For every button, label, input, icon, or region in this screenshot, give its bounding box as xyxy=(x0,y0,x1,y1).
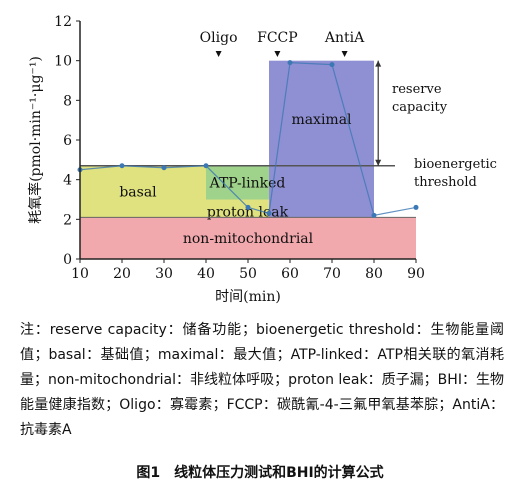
trace-point xyxy=(413,204,419,210)
region-atp-linked xyxy=(206,165,269,200)
region-label-maximal: maximal xyxy=(291,112,352,128)
x-tick-label: 70 xyxy=(323,266,341,282)
figure-caption: 图1 线粒体压力测试和BHI的计算公式 xyxy=(136,465,384,481)
x-tick-label: 80 xyxy=(365,266,383,282)
y-tick-label: 2 xyxy=(63,212,72,228)
bioenergetic-threshold-label: bioenergetic xyxy=(414,157,497,172)
injection-label-antia: AntiA xyxy=(324,30,365,46)
x-axis-title: 时间(min) xyxy=(215,289,281,305)
x-tick-label: 30 xyxy=(155,266,173,282)
reserve-capacity-label: reserve xyxy=(392,82,442,97)
region-label-basal: basal xyxy=(119,185,157,201)
injection-arrow-oligo xyxy=(215,51,222,57)
bioenergetic-threshold-label-2: threshold xyxy=(414,175,477,190)
region-label-proton-leak: proton leak xyxy=(207,204,289,220)
trace-point xyxy=(245,204,251,210)
y-tick-label: 10 xyxy=(54,54,72,70)
reserve-capacity-label-2: capacity xyxy=(392,100,448,115)
region-label-non-mitochondrial: non-mitochondrial xyxy=(183,231,314,247)
y-tick-label: 0 xyxy=(63,252,72,268)
x-tick-label: 10 xyxy=(71,266,89,282)
trace-point xyxy=(203,163,209,169)
chart-note: 注：reserve capacity：储备功能；bioenergetic thr… xyxy=(20,322,504,438)
mito-stress-chart: non-mitochondrial basal ATP-linked proton l… xyxy=(27,14,497,305)
trace-point xyxy=(161,165,167,171)
trace-point xyxy=(329,62,335,68)
trace-point xyxy=(266,210,272,216)
y-tick-label: 8 xyxy=(63,93,72,109)
y-tick-label: 6 xyxy=(63,133,72,149)
region-non-mitochondrial xyxy=(80,217,416,259)
x-tick-label: 90 xyxy=(407,266,425,282)
y-tick-label: 4 xyxy=(63,173,72,189)
region-maximal xyxy=(269,60,374,218)
x-tick-label: 60 xyxy=(281,266,299,282)
injection-label-fccp: FCCP xyxy=(257,30,298,46)
ocr-trace-line xyxy=(79,62,417,217)
injection-arrow-antia xyxy=(341,51,348,57)
trace-point xyxy=(119,163,125,169)
y-axis-title: 耗氧率(pmol·min⁻¹·μg⁻¹) xyxy=(27,56,44,224)
region-basal xyxy=(80,165,206,218)
x-tick-label: 20 xyxy=(113,266,131,282)
region-proton-leak xyxy=(206,199,269,218)
reserve-arrow-top xyxy=(375,60,382,67)
x-tick-label: 40 xyxy=(197,266,215,282)
x-tick-label: 50 xyxy=(239,266,257,282)
trace-point xyxy=(371,212,377,218)
injection-label-oligo: Oligo xyxy=(200,30,238,46)
reserve-arrow-bottom xyxy=(375,159,382,166)
y-tick-label: 12 xyxy=(54,14,72,30)
trace-point xyxy=(287,60,293,66)
injection-arrow-fccp xyxy=(274,51,281,57)
